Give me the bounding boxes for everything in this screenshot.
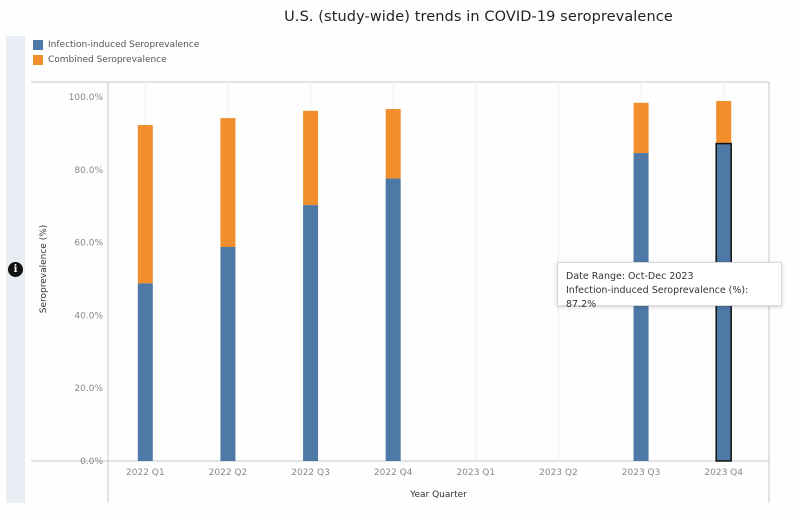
legend-item-infection[interactable]: Infection-induced Seroprevalence <box>33 37 199 52</box>
y-tick-label: 20.0% <box>74 384 103 394</box>
bar-infection-induced-seroprevalence <box>385 178 401 461</box>
tooltip: Date Range: Oct-Dec 2023 Infection-induc… <box>557 262 782 310</box>
y-tick-label: 40.0% <box>74 311 103 321</box>
x-axis-title: Year Quarter <box>409 490 467 500</box>
bar-infection-induced-seroprevalence <box>633 153 649 461</box>
legend-item-combined[interactable]: Combined Seroprevalence <box>33 52 199 67</box>
x-tick-label: 2023 Q3 <box>622 468 661 478</box>
y-tick-label: 80.0% <box>74 166 103 176</box>
tooltip-date-range: Date Range: Oct-Dec 2023 <box>566 271 694 282</box>
bar-combined-seroprevalence <box>385 109 401 179</box>
x-tick-label: 2022 Q1 <box>126 468 165 478</box>
legend-swatch-infection <box>33 39 43 50</box>
x-tick-label: 2022 Q4 <box>374 468 413 478</box>
chart-title: U.S. (study-wide) trends in COVID-19 ser… <box>284 9 673 25</box>
tooltip-value: Infection-induced Seroprevalence (%): 87… <box>566 285 749 310</box>
info-icon[interactable]: i <box>8 262 23 277</box>
bar-infection-induced-seroprevalence <box>220 246 236 461</box>
y-axis-title: Seroprevalence (%) <box>39 225 49 314</box>
x-tick-label: 2023 Q4 <box>704 468 743 478</box>
legend-swatch-combined <box>33 54 43 65</box>
bar-combined-seroprevalence <box>303 110 319 206</box>
bar-combined-seroprevalence <box>716 101 732 144</box>
y-tick-label: 100.0% <box>69 93 104 103</box>
bar-infection-induced-seroprevalence <box>303 205 319 461</box>
bar-combined-seroprevalence <box>137 125 153 284</box>
bar-combined-seroprevalence <box>633 102 649 154</box>
y-tick-label: 60.0% <box>74 239 103 249</box>
y-tick-label: 0.0% <box>80 457 103 467</box>
x-tick-label: 2023 Q1 <box>457 468 496 478</box>
x-tick-label: 2022 Q2 <box>209 468 248 478</box>
legend-label: Infection-induced Seroprevalence <box>48 39 200 50</box>
x-tick-label: 2023 Q2 <box>539 468 578 478</box>
legend-label: Combined Seroprevalence <box>48 54 167 65</box>
legend: Infection-induced Seroprevalence Combine… <box>33 37 199 67</box>
x-tick-label: 2022 Q3 <box>291 468 330 478</box>
bar-combined-seroprevalence <box>220 118 236 247</box>
bar-infection-induced-seroprevalence <box>137 283 153 461</box>
